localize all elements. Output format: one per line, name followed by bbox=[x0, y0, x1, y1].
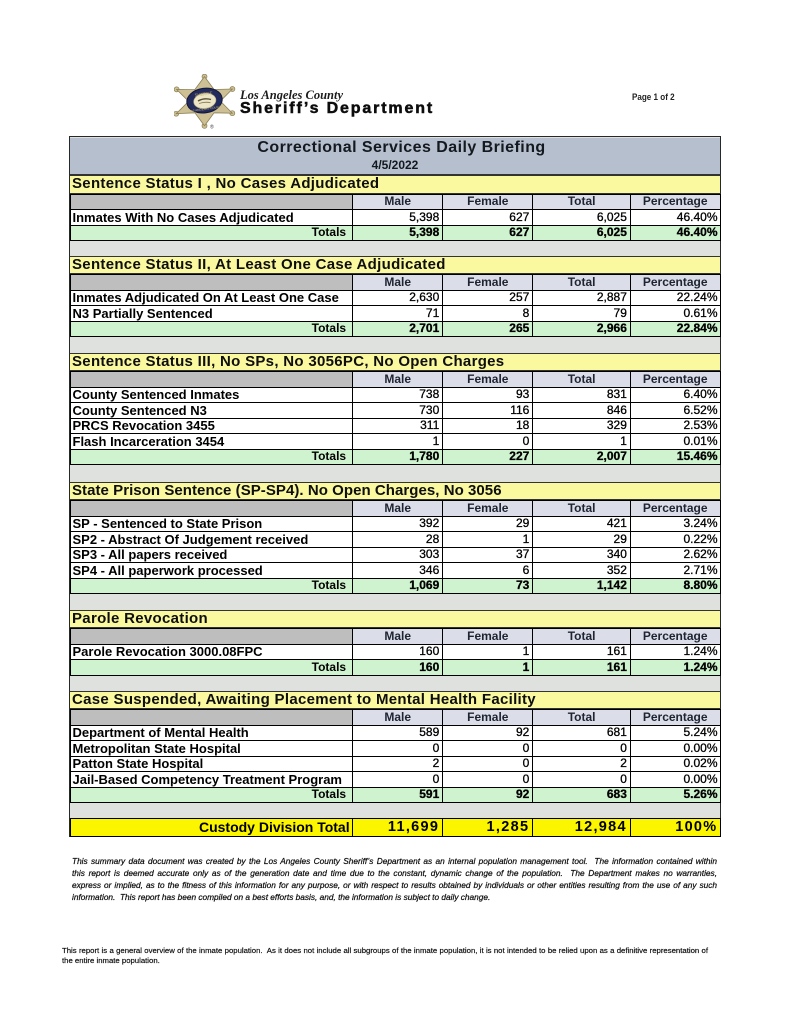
svg-text:SHERIFF: SHERIFF bbox=[194, 90, 213, 98]
svg-text:LOS ANGELES COUNTY: LOS ANGELES COUNTY bbox=[188, 105, 223, 114]
svg-text:®: ® bbox=[210, 124, 214, 131]
